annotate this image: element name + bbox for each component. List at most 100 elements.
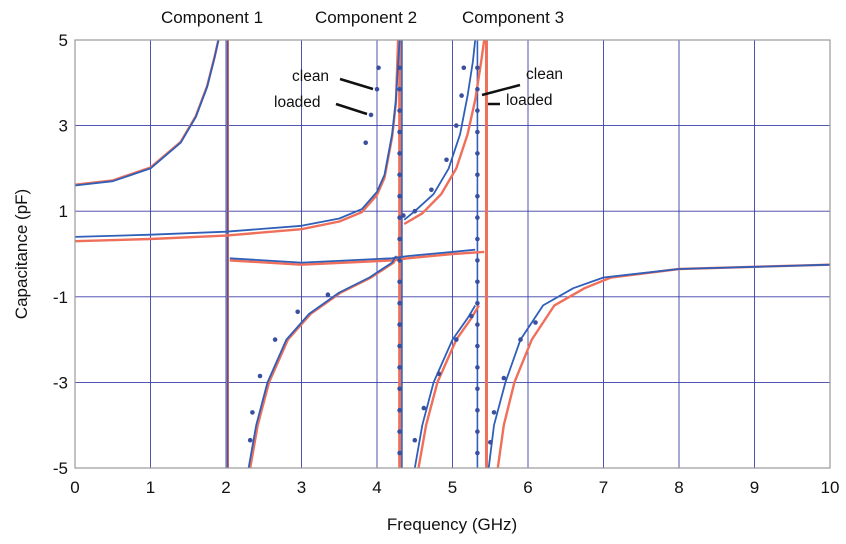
measured-point (475, 365, 480, 370)
annotation-clean-right-pointer (481, 83, 521, 97)
measured-point (475, 322, 480, 327)
component-label-3: Component 3 (462, 8, 564, 27)
curve-clean (247, 255, 397, 468)
measured-point (397, 108, 402, 113)
measured-point (376, 65, 381, 71)
measured-point (325, 292, 331, 298)
measured-point (397, 236, 402, 242)
grid-lines (75, 40, 830, 468)
x-tick-label: 4 (372, 478, 381, 497)
component-label-1: Component 1 (161, 8, 263, 27)
y-tick-label: -3 (53, 373, 68, 392)
y-axis-title: Capacitance (pF) (12, 189, 31, 319)
measured-point (397, 151, 402, 156)
measured-point (257, 373, 263, 379)
measured-point (397, 407, 402, 413)
measured-point (397, 86, 402, 92)
x-tick-label: 9 (750, 478, 759, 497)
plot-frame (74, 39, 831, 469)
measured-point (475, 193, 480, 199)
x-tick-label: 6 (523, 478, 532, 497)
measured-point (533, 320, 538, 325)
annotation-loaded-right: loaded (506, 92, 553, 109)
y-tick-label: 1 (59, 202, 68, 221)
x-tick-label: 5 (448, 478, 457, 497)
measured-point (397, 65, 402, 71)
annotation-clean-left-pointer (339, 77, 374, 91)
measured-point (459, 93, 464, 98)
measured-point (469, 313, 474, 319)
measured-point (475, 172, 480, 178)
measured-point (412, 208, 418, 214)
measured-point (397, 343, 402, 349)
measured-point (475, 386, 480, 392)
curve-clean (413, 304, 476, 468)
measured-point (436, 371, 442, 377)
measured-point (397, 365, 402, 370)
measured-point (412, 437, 418, 443)
x-tick-label: 0 (70, 478, 79, 497)
measured-point (397, 172, 402, 178)
measured-point (475, 450, 480, 456)
measured-point (475, 300, 480, 306)
measured-point (461, 65, 467, 71)
annotation-loaded-left: loaded (274, 94, 321, 111)
y-tick-label: 5 (59, 31, 68, 50)
y-tick-label: 3 (59, 117, 68, 136)
x-tick-label: 1 (146, 478, 155, 497)
measured-point (401, 213, 406, 218)
measured-point (363, 140, 369, 145)
x-tick-label: 8 (674, 478, 683, 497)
component-label-2: Component 2 (315, 8, 417, 27)
measured-point (272, 337, 278, 342)
y-tick-label: -1 (53, 288, 68, 307)
measured-point (475, 236, 480, 242)
y-tick-label: -5 (53, 459, 68, 478)
x-axis-title: Frequency (GHz) (387, 515, 517, 534)
x-tick-label: 2 (221, 478, 230, 497)
measured-point (518, 337, 523, 342)
measured-point (421, 405, 427, 411)
measured-point (397, 386, 402, 392)
measured-point (397, 429, 402, 434)
curve-clean (229, 248, 476, 264)
measured-point (454, 123, 459, 128)
measured-point (475, 151, 480, 156)
measured-point (475, 279, 480, 285)
annotation-loaded-left-pointer (335, 102, 368, 116)
measured-point (295, 309, 301, 315)
measured-point (475, 129, 480, 135)
tick-labels: 0 1 2 3 4 5 6 7 8 9 10 -5 -3 -1 1 3 5 (53, 31, 840, 497)
measured-point (397, 258, 402, 263)
measured-point (475, 65, 480, 71)
measured-point (475, 108, 480, 113)
measured-point (368, 112, 374, 118)
measured-point (501, 375, 507, 381)
annotation-clean-left: clean (292, 68, 329, 85)
measured-point (374, 86, 380, 92)
curve-clean (75, 40, 401, 238)
measured-point (491, 410, 497, 415)
measured-point (397, 193, 402, 199)
measured-point (397, 279, 402, 285)
measured-point (488, 440, 493, 445)
measured-point (247, 437, 253, 443)
curve-loaded (403, 40, 486, 226)
x-tick-label: 7 (599, 478, 608, 497)
measured-point (397, 450, 402, 456)
measured-point (250, 410, 255, 415)
measured-point (475, 407, 480, 413)
measured-point (475, 215, 480, 220)
measured-point (475, 343, 480, 349)
x-tick-label: 3 (297, 478, 306, 497)
measured-point (397, 215, 402, 220)
curve-clean (403, 40, 477, 221)
annotation-clean-right: clean (526, 66, 563, 83)
curve-clean (487, 263, 830, 468)
x-tick-label: 10 (821, 478, 840, 497)
measured-point (397, 300, 402, 306)
measured-point (429, 187, 434, 193)
measured-point (397, 322, 402, 327)
